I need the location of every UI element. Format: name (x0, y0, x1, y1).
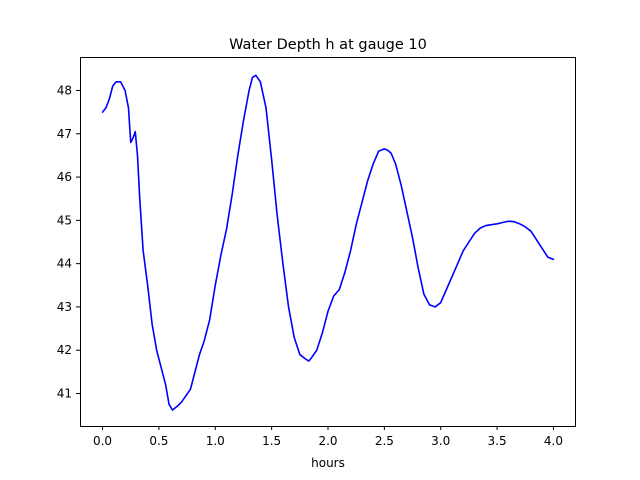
y-tick-label: 42 (57, 343, 72, 357)
x-tick-label: 2.0 (318, 434, 337, 448)
y-tick-label: 41 (57, 387, 72, 401)
x-tick-label: 2.5 (375, 434, 394, 448)
x-tick-label: 4.0 (544, 434, 563, 448)
x-tick-label: 3.0 (431, 434, 450, 448)
series-line (101, 74, 555, 411)
x-axis-label: hours (311, 456, 345, 470)
y-tick-label: 43 (57, 300, 72, 314)
y-tick-label: 44 (57, 257, 72, 271)
x-tick-label: 0.0 (93, 434, 112, 448)
x-tick-label: 3.5 (488, 434, 507, 448)
x-tick-label: 1.5 (262, 434, 281, 448)
y-tick-label: 47 (57, 127, 72, 141)
x-tick-label: 1.0 (206, 434, 225, 448)
y-tick-label: 45 (57, 213, 72, 227)
y-tick-label: 46 (57, 170, 72, 184)
y-tick-label: 48 (57, 83, 72, 97)
x-axis: 0.0 0.5 1.0 1.5 2.0 2.5 3.0 3.5 4.0 (93, 426, 563, 448)
y-axis: 41 42 43 44 45 46 47 48 (57, 83, 81, 401)
chart-title: Water Depth h at gauge 10 (229, 37, 427, 53)
x-tick-label: 0.5 (149, 434, 168, 448)
